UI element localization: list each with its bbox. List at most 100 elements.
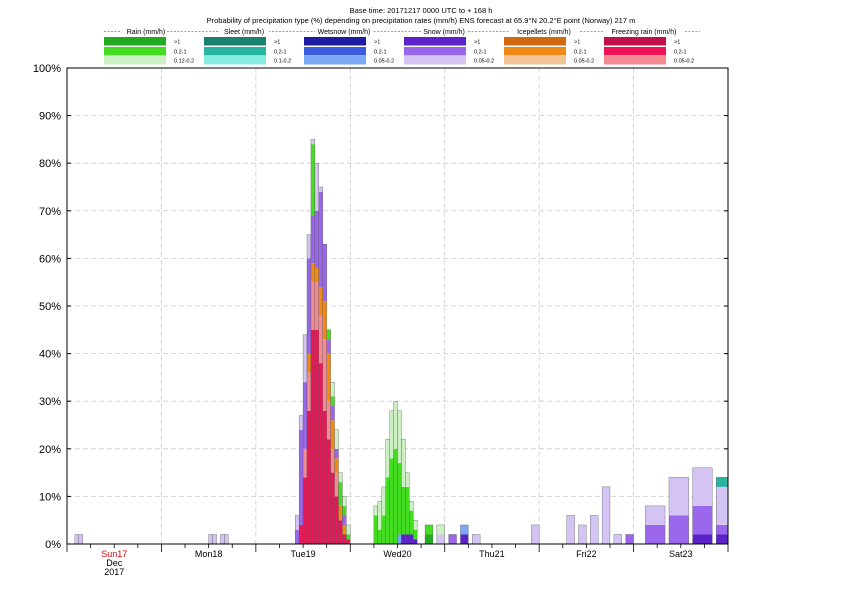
bar-segment-rain-mod: [338, 482, 343, 506]
x-tick-label: Wed20: [383, 549, 411, 559]
legend-level-label: 0.2-1: [574, 50, 587, 56]
bar-segment-rain-light: [330, 382, 335, 397]
x-tick-year: 2017: [104, 567, 124, 577]
bar-segment-fz-mod: [299, 524, 304, 544]
bar-segment-snow-light: [74, 534, 79, 544]
bar-segment-snow-mod: [318, 191, 323, 287]
bar-segment-rain-mod: [425, 524, 433, 535]
bar-segment-snow-light: [220, 534, 225, 544]
bar-segment-fz-light: [326, 401, 331, 440]
bars: [74, 139, 729, 545]
legend-swatch: [104, 56, 166, 65]
bar-segment-ice-mod: [310, 263, 315, 283]
bar-segment-snow-mod: [307, 258, 311, 354]
legend-level-label: 0.2-1: [274, 50, 287, 56]
legend-level-label: 0.1-0.2: [274, 59, 291, 65]
legend-group: Snow (mm/h) >1 0.2-1 0.05-0.2: [404, 27, 494, 65]
bar-segment-snow-mod: [295, 529, 300, 544]
y-tick-label: 20%: [39, 444, 61, 456]
bar-segment-snow-mod: [330, 405, 335, 421]
legend-title-bg: [509, 27, 579, 35]
bar-segment-fz-light: [334, 472, 339, 497]
legend-level-label: >1: [374, 40, 380, 46]
bar-segment-rain-mod: [330, 396, 335, 406]
bar-segment-fz-light: [322, 339, 327, 411]
legend-level-label: 0.2-1: [474, 50, 487, 56]
bar-segment-rain-light: [401, 439, 406, 487]
bar-segment-snow-mod: [692, 505, 713, 535]
bar-segment-snow-light: [590, 515, 599, 544]
legend-level-label: >1: [574, 40, 580, 46]
legend: Rain (mm/h) >1 0.2-1 0.12-0.2 Sleet (mm/h) >1…: [104, 27, 700, 65]
bar-segment-snow-light: [78, 534, 83, 544]
bar-segment-snow-light: [303, 334, 308, 383]
bar-segment-rain-mod: [401, 486, 406, 535]
legend-level-label: >1: [474, 40, 480, 46]
bar-segment-snow-light: [716, 486, 728, 525]
bar-segment-snow-light: [613, 534, 622, 544]
bar-segment-snow-light: [566, 515, 575, 544]
bar-segment-rain-mod: [381, 515, 386, 544]
y-tick-label: 0%: [45, 539, 61, 551]
y-tick-label: 80%: [39, 158, 61, 170]
bar-segment-snow-mod: [299, 429, 304, 525]
bar-segment-snow-mod: [645, 524, 666, 544]
legend-swatch: [604, 47, 666, 56]
bar-segment-snow-light: [314, 163, 319, 211]
legend-swatch: [404, 37, 466, 46]
header-base-time: Base time: 20171217 0000 UTC to + 168 h: [350, 6, 493, 15]
legend-level-label: 0.2-1: [174, 50, 187, 56]
bar-segment-fz-mod: [303, 477, 308, 544]
legend-swatch: [204, 56, 266, 65]
bar-segment-rain-mod: [413, 529, 418, 540]
bar-segment-rain-light: [373, 505, 378, 516]
bar-segment-fz-mod: [314, 329, 319, 544]
legend-swatch: [404, 47, 466, 56]
bar-segment-fz-mod: [310, 329, 315, 544]
legend-group-title: Freezing rain (mm/h): [612, 29, 677, 36]
legend-group-title: Wetsnow (mm/h): [318, 29, 371, 36]
bar-segment-snow-heavy: [692, 534, 713, 544]
y-tick-label: 30%: [39, 396, 61, 408]
bar-segment-rain-mod: [385, 477, 390, 544]
bar-segment-fz-light: [314, 282, 319, 330]
legend-swatch: [504, 56, 566, 65]
bar-segment-rain-light: [385, 439, 390, 478]
legend-level-label: 0.05-0.2: [474, 59, 494, 65]
bar-segment-snow-light: [295, 515, 300, 530]
bar-segment-snow-light: [668, 477, 689, 516]
bar-segment-fz-light: [307, 372, 311, 411]
y-tick-label: 100%: [33, 63, 61, 75]
bar-segment-fz-mod: [326, 439, 331, 544]
bar-segment-snow-heavy: [401, 534, 406, 544]
bar-segment-snow-light: [299, 415, 304, 430]
legend-level-label: >1: [674, 40, 680, 46]
y-tick-label: 50%: [39, 301, 61, 313]
bar-segment-snow-mod: [303, 382, 308, 449]
bar-segment-snow-light: [307, 234, 311, 259]
legend-swatch: [604, 56, 666, 65]
legend-level-label: 0.05-0.2: [574, 59, 594, 65]
bar-segment-rain-light: [436, 524, 445, 535]
bar-segment-fz-mod: [334, 496, 339, 544]
bar-segment-snow-mod: [716, 524, 728, 535]
bar-segment-ice-mod: [342, 524, 347, 535]
bar-segment-snow-mod: [326, 339, 331, 354]
bar-segment-snow-light: [436, 534, 445, 544]
legend-group: Freezing rain (mm/h) >1 0.2-1 0.05-0.2: [604, 27, 694, 65]
bar-segment-rain-mod: [409, 510, 414, 535]
bar-segment-rain-light: [342, 496, 347, 506]
legend-level-label: >1: [174, 40, 180, 46]
legend-group-title: Snow (mm/h): [423, 29, 465, 36]
legend-title-bg: [121, 27, 167, 35]
legend-swatch: [504, 37, 566, 46]
bar-segment-rain-mod: [346, 534, 351, 540]
bar-segment-snow-mod: [625, 534, 634, 544]
bar-segment-fz-mod: [322, 410, 327, 544]
bar-segment-rain-light: [389, 410, 394, 459]
legend-swatch: [304, 47, 366, 56]
bar-segment-wet-light: [397, 534, 402, 544]
bar-segment-rain-light: [413, 520, 418, 530]
bar-segment-snow-heavy: [405, 534, 410, 544]
bar-segment-sleet-mod: [716, 477, 728, 487]
